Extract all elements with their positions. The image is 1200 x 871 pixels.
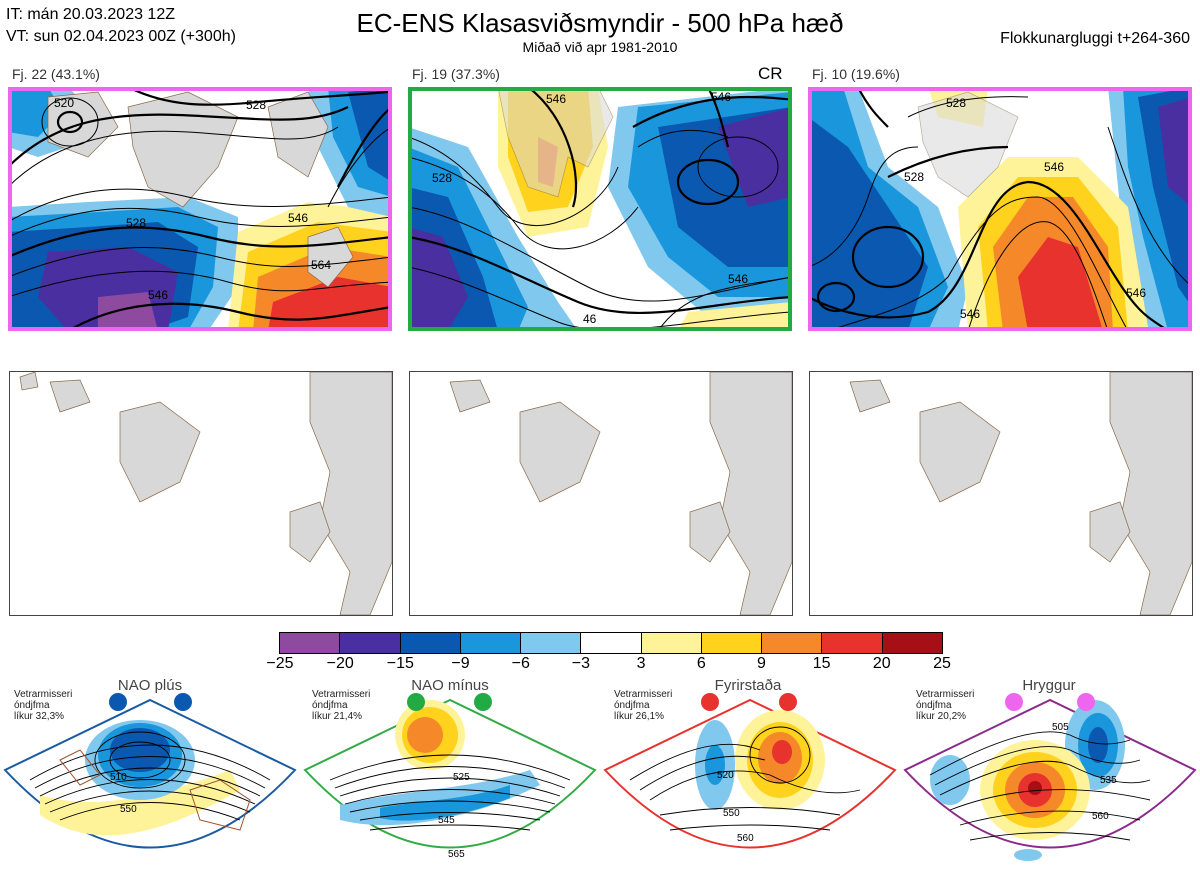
regime-contour-label: 505: [1052, 722, 1069, 733]
colorbar-segment: [400, 633, 461, 653]
cluster-3-map[interactable]: 528 528 546 546 546: [808, 87, 1192, 331]
cluster-3-label: Fj. 10 (19.6%): [812, 66, 900, 82]
colorbar-segment: [340, 633, 401, 653]
regime-blocking-map[interactable]: 520 550 560: [600, 690, 900, 871]
contour-label: 528: [904, 170, 924, 184]
contour-label: 546: [288, 211, 308, 225]
contour-label: 546: [1126, 286, 1146, 300]
contour-label: 546: [960, 307, 980, 321]
regime-contour-label: 560: [737, 833, 754, 844]
regime-contour-label: 550: [120, 804, 137, 815]
colorbar-segment: [280, 633, 341, 653]
colorbar-tick-label: −6: [511, 655, 530, 672]
contour-label: 546: [1044, 160, 1064, 174]
colorbar-tick-label: −3: [571, 655, 591, 672]
contour-label: 546: [711, 90, 731, 104]
cluster-1-label: Fj. 22 (43.1%): [12, 66, 100, 82]
colorbar-tick-label: 25: [933, 655, 951, 672]
regime-ridge-map[interactable]: 505 535 560: [900, 690, 1200, 871]
colorbar-segment: [641, 633, 702, 653]
cluster-3-lower-map: [809, 371, 1193, 616]
control-run-tag: CR: [758, 64, 783, 83]
colorbar-tick-label: 15: [812, 655, 831, 672]
colorbar-segment: [581, 633, 642, 653]
regime-contour-label: 520: [717, 770, 734, 781]
colorbar-segment: [460, 633, 522, 653]
colorbar-segment: [822, 633, 883, 653]
contour-label: 546: [546, 92, 566, 106]
regime-4-note: Vetrarmisseri óndjfma líkur 20,2%: [916, 689, 975, 722]
colorbar-segment: [521, 633, 582, 653]
regime-contour-label: 545: [438, 815, 455, 826]
page-title: EC-ENS Klasasviðsmyndir - 500 hPa hæð: [356, 8, 844, 38]
colorbar-tick-label: 20: [872, 655, 891, 672]
contour-label: 546: [728, 272, 748, 286]
contour-label: 528: [946, 96, 966, 110]
anomaly-colorbar: [279, 632, 943, 654]
regime-contour-label: 535: [1100, 775, 1117, 786]
colorbar-tick-label: −15: [386, 655, 414, 672]
header-info: IT: mán 20.03.2023 12Z VT: sun 02.04.202…: [6, 4, 236, 48]
valid-time: VT: sun 02.04.2023 00Z (+300h): [6, 28, 236, 45]
colorbar-segment: [701, 633, 763, 653]
colorbar-tick-label: 9: [757, 655, 766, 672]
regime-2-title: NAO mínus: [411, 677, 489, 694]
contour-label: 564: [311, 258, 331, 272]
contour-label: 546: [148, 288, 168, 302]
colorbar-tick-label: 3: [636, 655, 646, 672]
regime-contour-label: 525: [453, 772, 470, 783]
regime-contour-label: 560: [1092, 811, 1109, 822]
colorbar-segment: [762, 633, 823, 653]
contour-label: 528: [432, 171, 452, 185]
regime-1-title: NAO plús: [117, 677, 183, 694]
colorbar-segment: [882, 633, 942, 653]
page-subtitle: Miðað við apr 1981-2010: [522, 39, 678, 55]
contour-label: 520: [54, 96, 74, 110]
colorbar-tick-label: −9: [451, 655, 470, 672]
colorbar-tick-label: −20: [326, 655, 354, 672]
cluster-1-lower-map: [9, 371, 393, 616]
regime-3-title: Fyrirstaða: [714, 677, 782, 694]
contour-label: 46: [583, 312, 597, 326]
regime-nao-minus-map[interactable]: 525 545 565: [300, 690, 600, 871]
regime-4-title: Hryggur: [1022, 677, 1076, 694]
contour-label: 528: [246, 98, 266, 112]
colorbar-tick-label: 6: [696, 655, 706, 672]
colorbar-tick-label: −25: [266, 655, 294, 672]
regime-contour-label: 550: [723, 808, 740, 819]
cluster-2-lower-map: [409, 371, 793, 616]
regime-3-note: Vetrarmisseri óndjfma líkur 26,1%: [614, 689, 673, 722]
regime-1-note: Vetrarmisseri óndjfma líkur 32,3%: [14, 689, 73, 722]
contour-label: 528: [126, 216, 146, 230]
classification-window: Flokkunargluggi t+264-360: [1000, 30, 1190, 47]
regime-contour-label: 565: [448, 849, 465, 860]
regime-contour-label: 510: [110, 772, 127, 783]
regime-nao-plus-map[interactable]: 510 550: [0, 690, 300, 871]
initial-time: IT: mán 20.03.2023 12Z: [6, 6, 175, 23]
regime-2-note: Vetrarmisseri óndjfma líkur 21,4%: [312, 689, 371, 722]
cluster-1-map[interactable]: 528 520 546 564 528 546: [8, 87, 392, 331]
cluster-2-label: Fj. 19 (37.3%): [412, 66, 500, 82]
cluster-2-map[interactable]: 546 528 546 546 46: [408, 87, 792, 331]
